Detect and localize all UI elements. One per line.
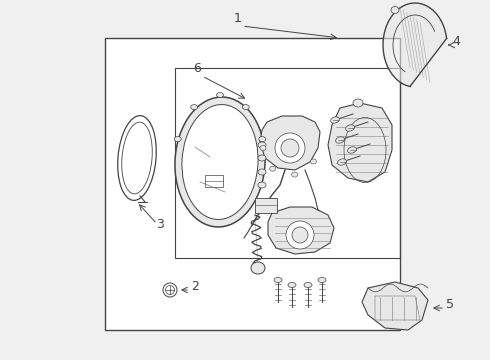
Polygon shape (268, 207, 334, 254)
Ellipse shape (175, 97, 265, 227)
Ellipse shape (258, 182, 266, 188)
Ellipse shape (275, 133, 305, 163)
Ellipse shape (347, 147, 356, 153)
Text: 1: 1 (234, 12, 242, 25)
Ellipse shape (286, 221, 314, 249)
Ellipse shape (258, 142, 266, 148)
Ellipse shape (331, 117, 340, 123)
Text: 6: 6 (193, 62, 201, 75)
Text: 5: 5 (446, 298, 454, 311)
Ellipse shape (251, 262, 265, 274)
Bar (255, 198, 277, 213)
Bar (175, 68, 400, 258)
Polygon shape (383, 3, 446, 86)
Ellipse shape (292, 227, 308, 243)
Ellipse shape (182, 104, 258, 220)
Text: 4: 4 (452, 35, 460, 48)
Ellipse shape (274, 278, 282, 283)
Ellipse shape (391, 6, 399, 14)
Polygon shape (328, 103, 392, 182)
Ellipse shape (260, 145, 266, 150)
Ellipse shape (281, 139, 299, 157)
Ellipse shape (174, 136, 181, 141)
Ellipse shape (217, 93, 223, 98)
Bar (205, 175, 223, 187)
Ellipse shape (338, 159, 346, 165)
Ellipse shape (345, 125, 354, 131)
Ellipse shape (191, 105, 197, 109)
Ellipse shape (243, 105, 249, 109)
Ellipse shape (304, 283, 312, 288)
Ellipse shape (288, 283, 296, 288)
Ellipse shape (353, 99, 363, 107)
Bar (105, 38, 400, 330)
Ellipse shape (258, 155, 266, 161)
Polygon shape (362, 282, 428, 330)
Ellipse shape (336, 137, 344, 143)
Ellipse shape (318, 278, 326, 283)
Ellipse shape (310, 159, 317, 164)
Polygon shape (260, 116, 320, 170)
Text: 2: 2 (191, 280, 199, 293)
Text: 3: 3 (156, 218, 164, 231)
Ellipse shape (270, 166, 276, 171)
Ellipse shape (259, 136, 266, 141)
Ellipse shape (258, 169, 266, 175)
Ellipse shape (292, 172, 298, 177)
